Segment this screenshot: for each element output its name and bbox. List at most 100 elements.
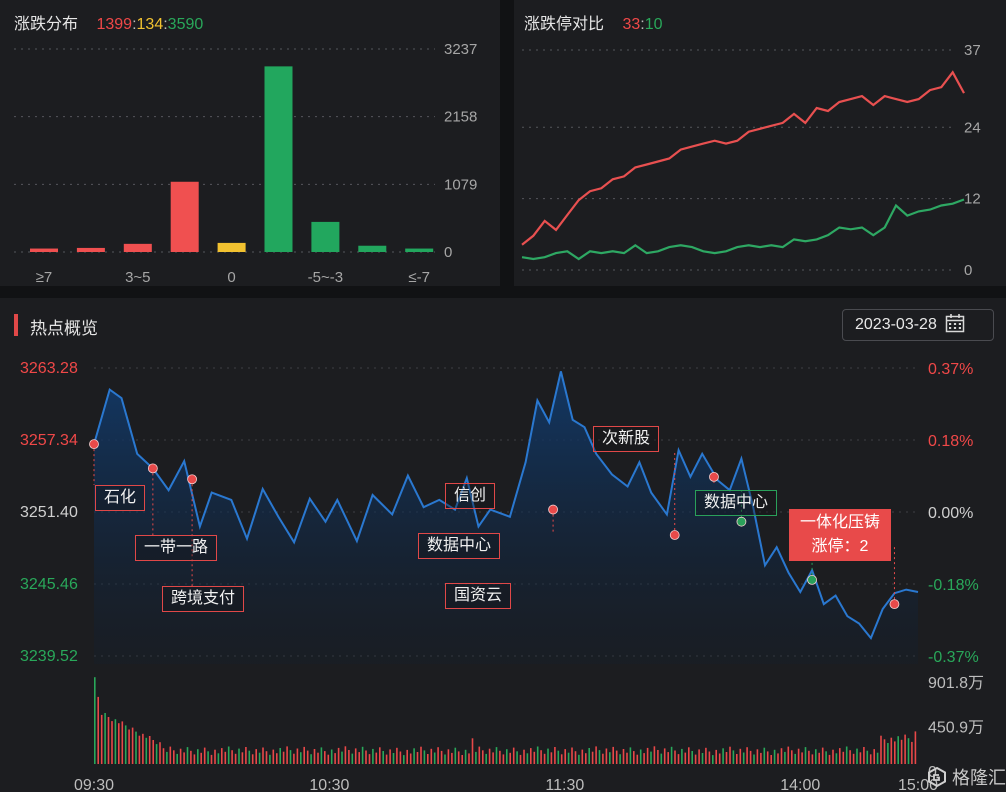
- volume-bar: [595, 746, 597, 764]
- volume-bar: [560, 754, 563, 764]
- volume-bar: [715, 749, 717, 764]
- y-tick-label: 12: [964, 191, 981, 208]
- y-tick-label: 0: [444, 244, 452, 261]
- volume-bar: [852, 753, 855, 764]
- y-pct-label: 0.18%: [928, 433, 973, 450]
- volume-bar: [581, 749, 584, 764]
- volume-bar: [293, 753, 295, 764]
- volume-bar: [454, 747, 457, 764]
- volume-bar: [914, 731, 917, 764]
- volume-bar: [701, 753, 704, 764]
- volume-bar: [365, 750, 367, 764]
- volume-bar: [832, 749, 834, 764]
- volume-bar: [306, 750, 309, 764]
- volume-bar: [626, 752, 628, 764]
- volume-bar: [646, 747, 649, 764]
- volume-bar: [488, 748, 491, 764]
- volume-bar: [409, 753, 412, 764]
- volume-bar: [351, 753, 354, 764]
- callout-topic: 一体化压铸: [799, 514, 880, 531]
- calendar-icon[interactable]: [945, 313, 965, 338]
- topic-tag-guoziyun[interactable]: 国资云: [445, 583, 512, 609]
- topic-tag-kuajing[interactable]: 跨境支付: [162, 586, 245, 612]
- intraday-chart: 3239.52 -0.37% 3245.46 -0.18% 3251.40 0.00% 32…: [20, 360, 984, 792]
- volume-bar: [567, 752, 570, 764]
- volume-bar: [444, 754, 446, 764]
- volume-bar: [337, 747, 340, 764]
- x-tick-label: 3~5: [125, 269, 150, 286]
- volume-bar: [794, 753, 796, 764]
- volume-bar: [251, 754, 254, 764]
- volume-bar: [131, 727, 134, 764]
- volume-bar: [118, 723, 120, 764]
- bar-≥7: [30, 248, 58, 252]
- volume-bar: [186, 747, 189, 764]
- volume-bar: [746, 747, 748, 764]
- bar--7~-5: [358, 245, 387, 252]
- topic-tag-xinchuang[interactable]: 信创: [445, 483, 496, 509]
- event-marker: [89, 439, 99, 450]
- rise-fall-distribution-panel: 涨跌分布 1399:134:3590 0 1079 2158 3237 ≥7 3~5 0 -5…: [0, 0, 500, 286]
- volume-bar: [663, 748, 666, 764]
- topic-tag-data-center-2[interactable]: 数据中心: [695, 490, 778, 516]
- volume-bar: [869, 754, 872, 764]
- volume-bar: [574, 751, 577, 764]
- up-count: 1399: [96, 16, 133, 33]
- volume-bar: [282, 751, 285, 764]
- volume-bar: [190, 750, 192, 764]
- volume-bar: [310, 754, 312, 764]
- volume-bar: [375, 752, 378, 764]
- hotspot-title: 热点概览: [30, 319, 98, 338]
- volume-bar: [698, 749, 700, 764]
- volume-bar: [557, 750, 560, 764]
- date-picker[interactable]: 2023-03-28: [842, 309, 994, 341]
- volume-bar: [519, 754, 522, 764]
- topic-tag-shihua[interactable]: 石化: [95, 485, 146, 511]
- bar-3~5: [123, 243, 152, 252]
- limit-down-line: [521, 198, 965, 261]
- volume-bar: [272, 749, 275, 764]
- volume-bar: [619, 754, 621, 764]
- volume-bar: [341, 751, 343, 764]
- limit-up-callout[interactable]: 一体化压铸 涨停：2: [789, 509, 891, 561]
- volume-bar: [780, 748, 783, 764]
- volume-bar: [176, 753, 178, 764]
- volume-bar: [873, 749, 875, 764]
- volume-bar: [344, 746, 347, 764]
- volume-bar: [842, 751, 845, 764]
- volume-bar: [811, 754, 814, 764]
- volume-bar: [681, 748, 683, 764]
- volume-bar: [708, 751, 711, 764]
- volume-bar: [197, 749, 199, 764]
- volume-bar: [845, 746, 848, 764]
- y-pct-label: 0.00%: [928, 505, 973, 522]
- volume-bar: [100, 714, 103, 764]
- volume-bar: [162, 748, 165, 764]
- volume-bar: [224, 751, 227, 764]
- volume-bar: [564, 749, 566, 764]
- volume-bar: [722, 748, 724, 764]
- volume-bar: [705, 747, 707, 764]
- volume-bar: [300, 752, 302, 764]
- topic-tag-cixingu[interactable]: 次新股: [593, 426, 660, 452]
- volume-bar: [904, 734, 906, 764]
- bar-5~7: [76, 247, 105, 252]
- topic-tag-yidaiyilu[interactable]: 一带一路: [135, 535, 218, 561]
- y-tick-label: 1079: [444, 176, 477, 193]
- volume-bar: [502, 754, 505, 764]
- distribution-chart: 0 1079 2158 3237 ≥7 3~5 0 -5~-3 ≤-7: [14, 41, 477, 286]
- volume-bar: [509, 752, 511, 764]
- volume-bar: [550, 752, 553, 764]
- volume-bar: [530, 748, 532, 764]
- volume-bar: [416, 752, 419, 764]
- volume-bar: [883, 739, 886, 764]
- volume-bar: [399, 751, 402, 764]
- volume-bar: [114, 719, 117, 764]
- volume-bar: [849, 750, 851, 764]
- topic-tag-data-center[interactable]: 数据中心: [418, 533, 501, 559]
- volume-bar: [602, 753, 604, 764]
- x-tick-label: 0: [227, 269, 235, 286]
- volume-bar: [615, 750, 618, 764]
- volume-bar: [492, 752, 494, 764]
- volume-bar: [533, 751, 536, 764]
